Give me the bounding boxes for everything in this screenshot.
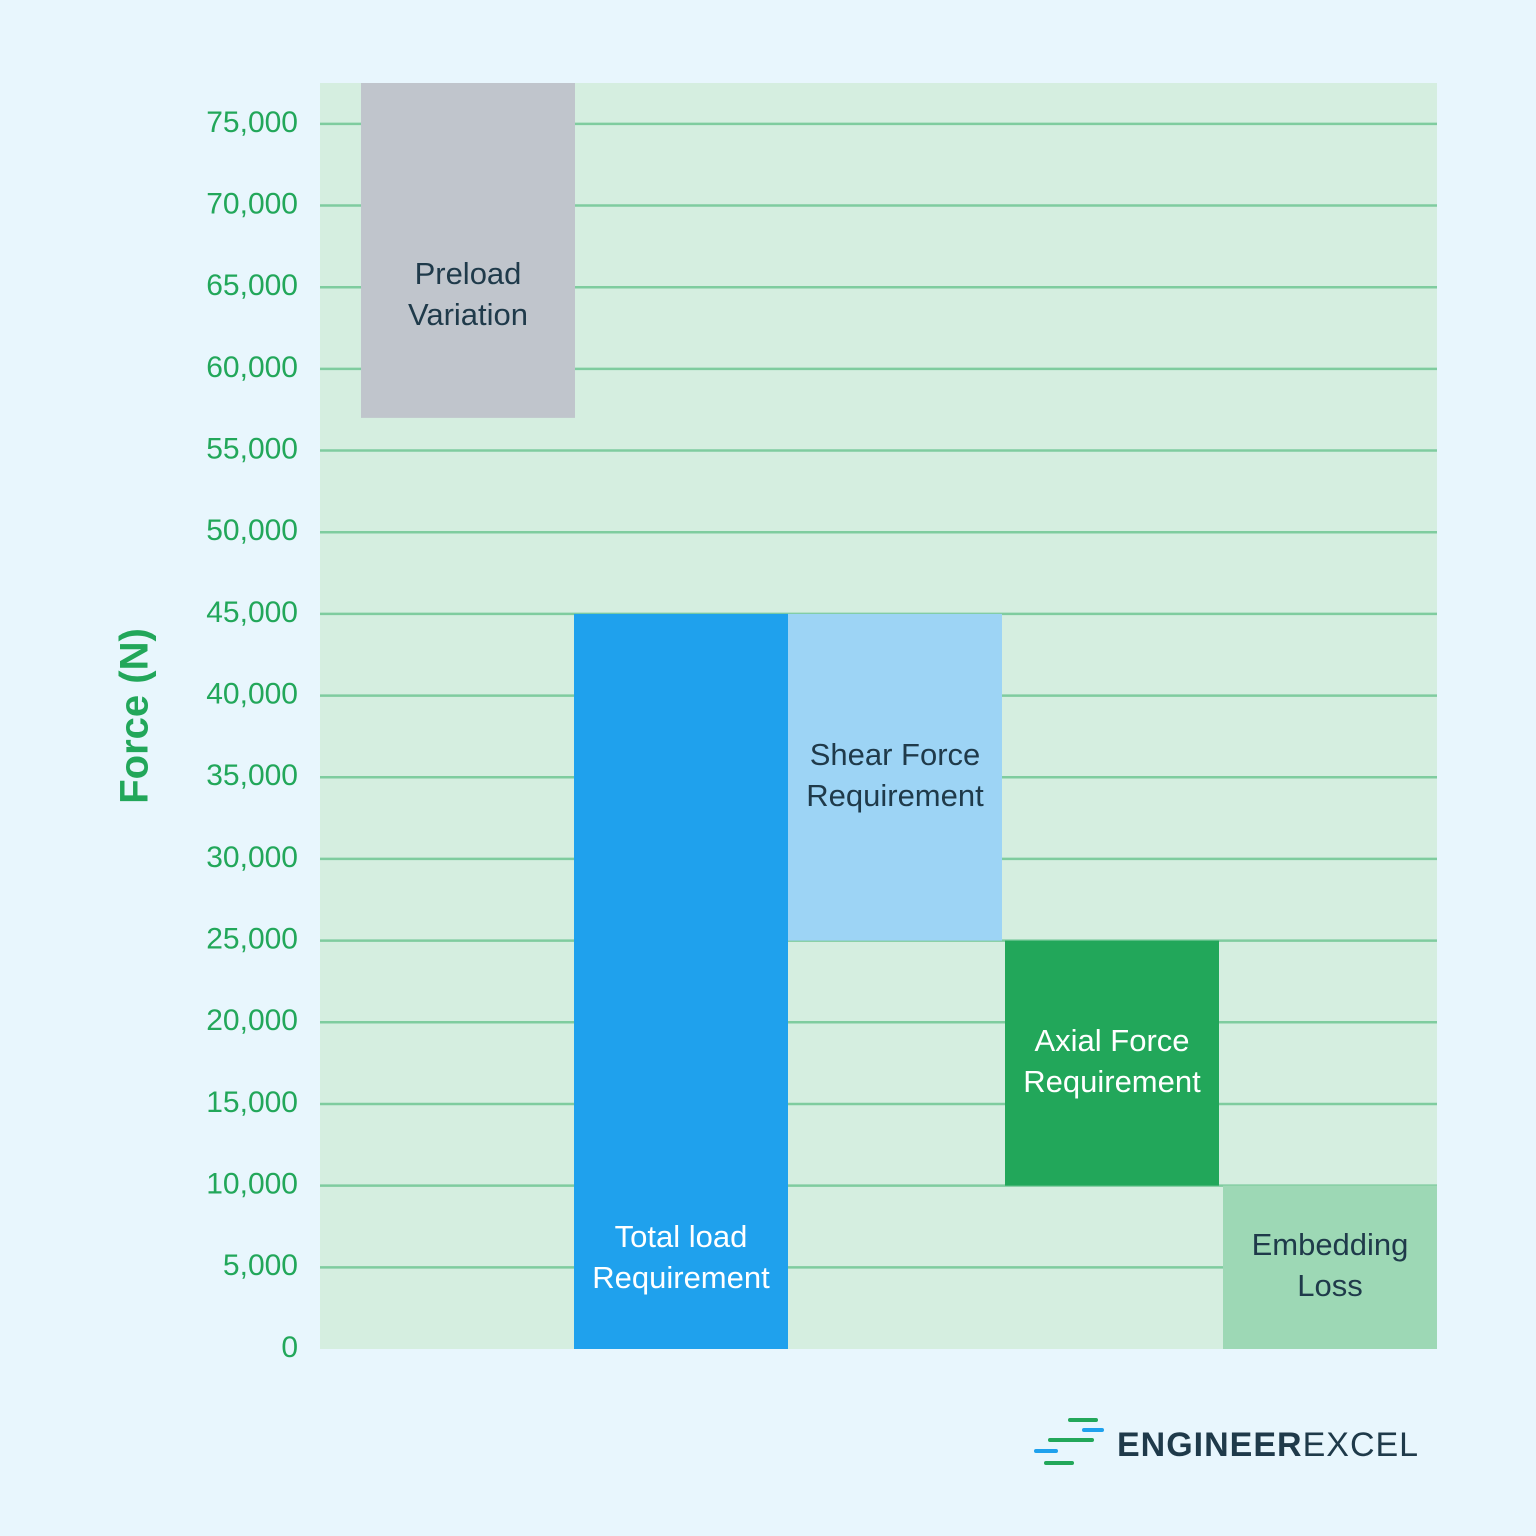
bar — [574, 613, 788, 1349]
bar — [361, 83, 575, 418]
y-tick-label: 0 — [281, 1331, 298, 1364]
y-tick-label: 55,000 — [206, 432, 298, 465]
svg-text:ENGINEEREXCEL: ENGINEEREXCEL — [1117, 1426, 1419, 1464]
y-tick-label: 30,000 — [206, 841, 298, 874]
bar-label: Total load — [615, 1219, 748, 1254]
y-tick-label: 60,000 — [206, 351, 298, 384]
bar-labels: Preload Variation Total load Requirement She… — [408, 256, 1408, 1303]
y-tick-label: 20,000 — [206, 1004, 298, 1037]
y-tick-label: 15,000 — [206, 1086, 298, 1119]
engineerexcel-logo: ENGINEEREXCEL — [1034, 1418, 1419, 1465]
y-tick-label: 75,000 — [206, 106, 298, 139]
y-tick-labels: 0 5,000 10,000 15,000 20,000 25,000 30,000 35,0… — [206, 106, 298, 1364]
bar-label: Requirement — [592, 1260, 770, 1295]
y-tick-label: 35,000 — [206, 759, 298, 792]
y-tick-label: 40,000 — [206, 678, 298, 711]
bar-label: Preload — [415, 256, 522, 291]
logo-text-bold: ENGINEER — [1117, 1426, 1303, 1464]
y-tick-label: 10,000 — [206, 1168, 298, 1201]
bar-label: Shear Force — [810, 737, 981, 772]
y-tick-label: 50,000 — [206, 514, 298, 547]
bar-label: Loss — [1297, 1268, 1362, 1303]
y-tick-label: 45,000 — [206, 596, 298, 629]
bar-label: Axial Force — [1034, 1023, 1189, 1058]
y-axis-label: Force (N) — [113, 628, 157, 804]
logo-mark-icon — [1034, 1418, 1104, 1465]
y-tick-label: 25,000 — [206, 923, 298, 956]
y-tick-label: 65,000 — [206, 269, 298, 302]
bar — [788, 613, 1002, 941]
bar-label: Variation — [408, 297, 528, 332]
y-tick-label: 70,000 — [206, 187, 298, 220]
gridlines — [320, 122, 1437, 1269]
bar-label: Embedding — [1252, 1227, 1409, 1262]
y-tick-label: 5,000 — [223, 1249, 298, 1282]
bar — [1223, 1185, 1437, 1349]
bar-label: Requirement — [806, 778, 984, 813]
bar — [1005, 940, 1219, 1186]
bars — [361, 83, 1437, 1349]
logo-text-light: EXCEL — [1303, 1426, 1420, 1464]
bar-label: Requirement — [1023, 1064, 1201, 1099]
